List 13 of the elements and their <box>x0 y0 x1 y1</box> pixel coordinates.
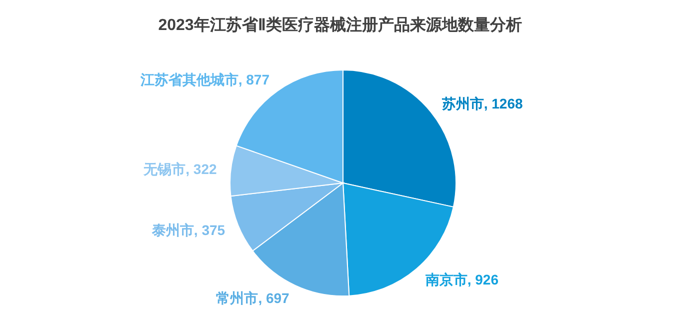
data-label: , 322 <box>186 161 217 178</box>
slice-label: 江苏省其他城市 <box>139 71 238 88</box>
slice-label: 南京市 <box>424 272 468 288</box>
data-label: , 697 <box>258 290 290 306</box>
slice-label: 泰州市 <box>150 222 194 238</box>
data-label: , 375 <box>194 222 226 238</box>
data-label: , 877 <box>238 71 270 88</box>
slice-label: 无锡市 <box>142 161 186 178</box>
data-label: , 926 <box>467 272 499 288</box>
slice-label: 常州市 <box>216 290 258 306</box>
data-label: , 1268 <box>484 95 523 112</box>
slice-label: 苏州市 <box>440 95 484 112</box>
chart-title: 2023年江苏省Ⅱ类医疗器械注册产品来源地数量分析 <box>158 16 522 34</box>
